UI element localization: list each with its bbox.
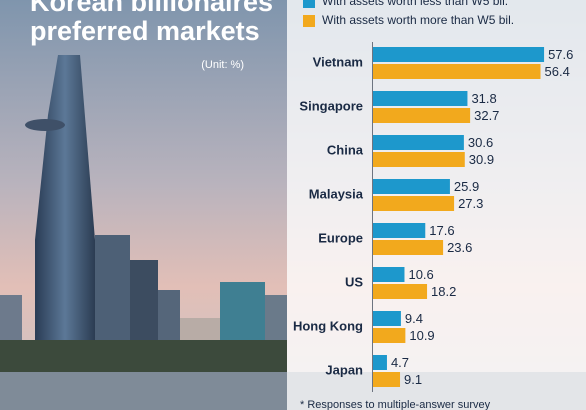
category-label: Vietnam [313,54,363,69]
category-label: Malaysia [309,186,364,201]
legend-label: With assets worth more than W5 bil. [322,13,514,27]
value-label: 32.7 [474,108,499,123]
bar [373,179,450,194]
bar [373,152,465,167]
legend-swatch [303,15,315,27]
chart-title: Korean billionaires [30,0,273,17]
bar [373,311,401,326]
bar [373,284,428,299]
chart-title: preferred markets [30,16,260,46]
bar [373,328,406,343]
value-label: 9.1 [404,372,422,387]
value-label: 31.8 [471,91,496,106]
value-label: 30.6 [468,135,493,150]
value-label: 10.6 [408,267,433,282]
bar [373,355,387,370]
value-label: 30.9 [469,152,494,167]
bar [373,240,444,255]
bar [373,267,405,282]
legend-swatch [303,0,315,8]
value-label: 25.9 [454,179,479,194]
bar [373,135,464,150]
category-label: Europe [318,230,363,245]
value-label: 10.9 [409,328,434,343]
bar [373,372,401,387]
value-label: 56.4 [545,64,570,79]
unit-label: (Unit: %) [201,59,244,71]
footnote: * Responses to multiple-answer survey [300,399,491,410]
category-label: Singapore [299,98,363,113]
bar [373,196,455,211]
category-label: Hong Kong [293,318,363,333]
bar [373,108,471,123]
value-label: 18.2 [431,284,456,299]
bar [373,47,545,62]
bar [373,223,426,238]
legend-label: With assets worth less than W5 bil. [322,0,508,8]
value-label: 9.4 [405,311,423,326]
value-label: 4.7 [391,355,409,370]
bar [373,91,468,106]
category-label: US [345,274,363,289]
value-label: 23.6 [447,240,472,255]
bar [373,64,541,79]
category-label: Japan [325,362,363,377]
value-label: 17.6 [429,223,454,238]
category-label: China [327,142,364,157]
value-label: 27.3 [458,196,483,211]
value-label: 57.6 [548,47,573,62]
